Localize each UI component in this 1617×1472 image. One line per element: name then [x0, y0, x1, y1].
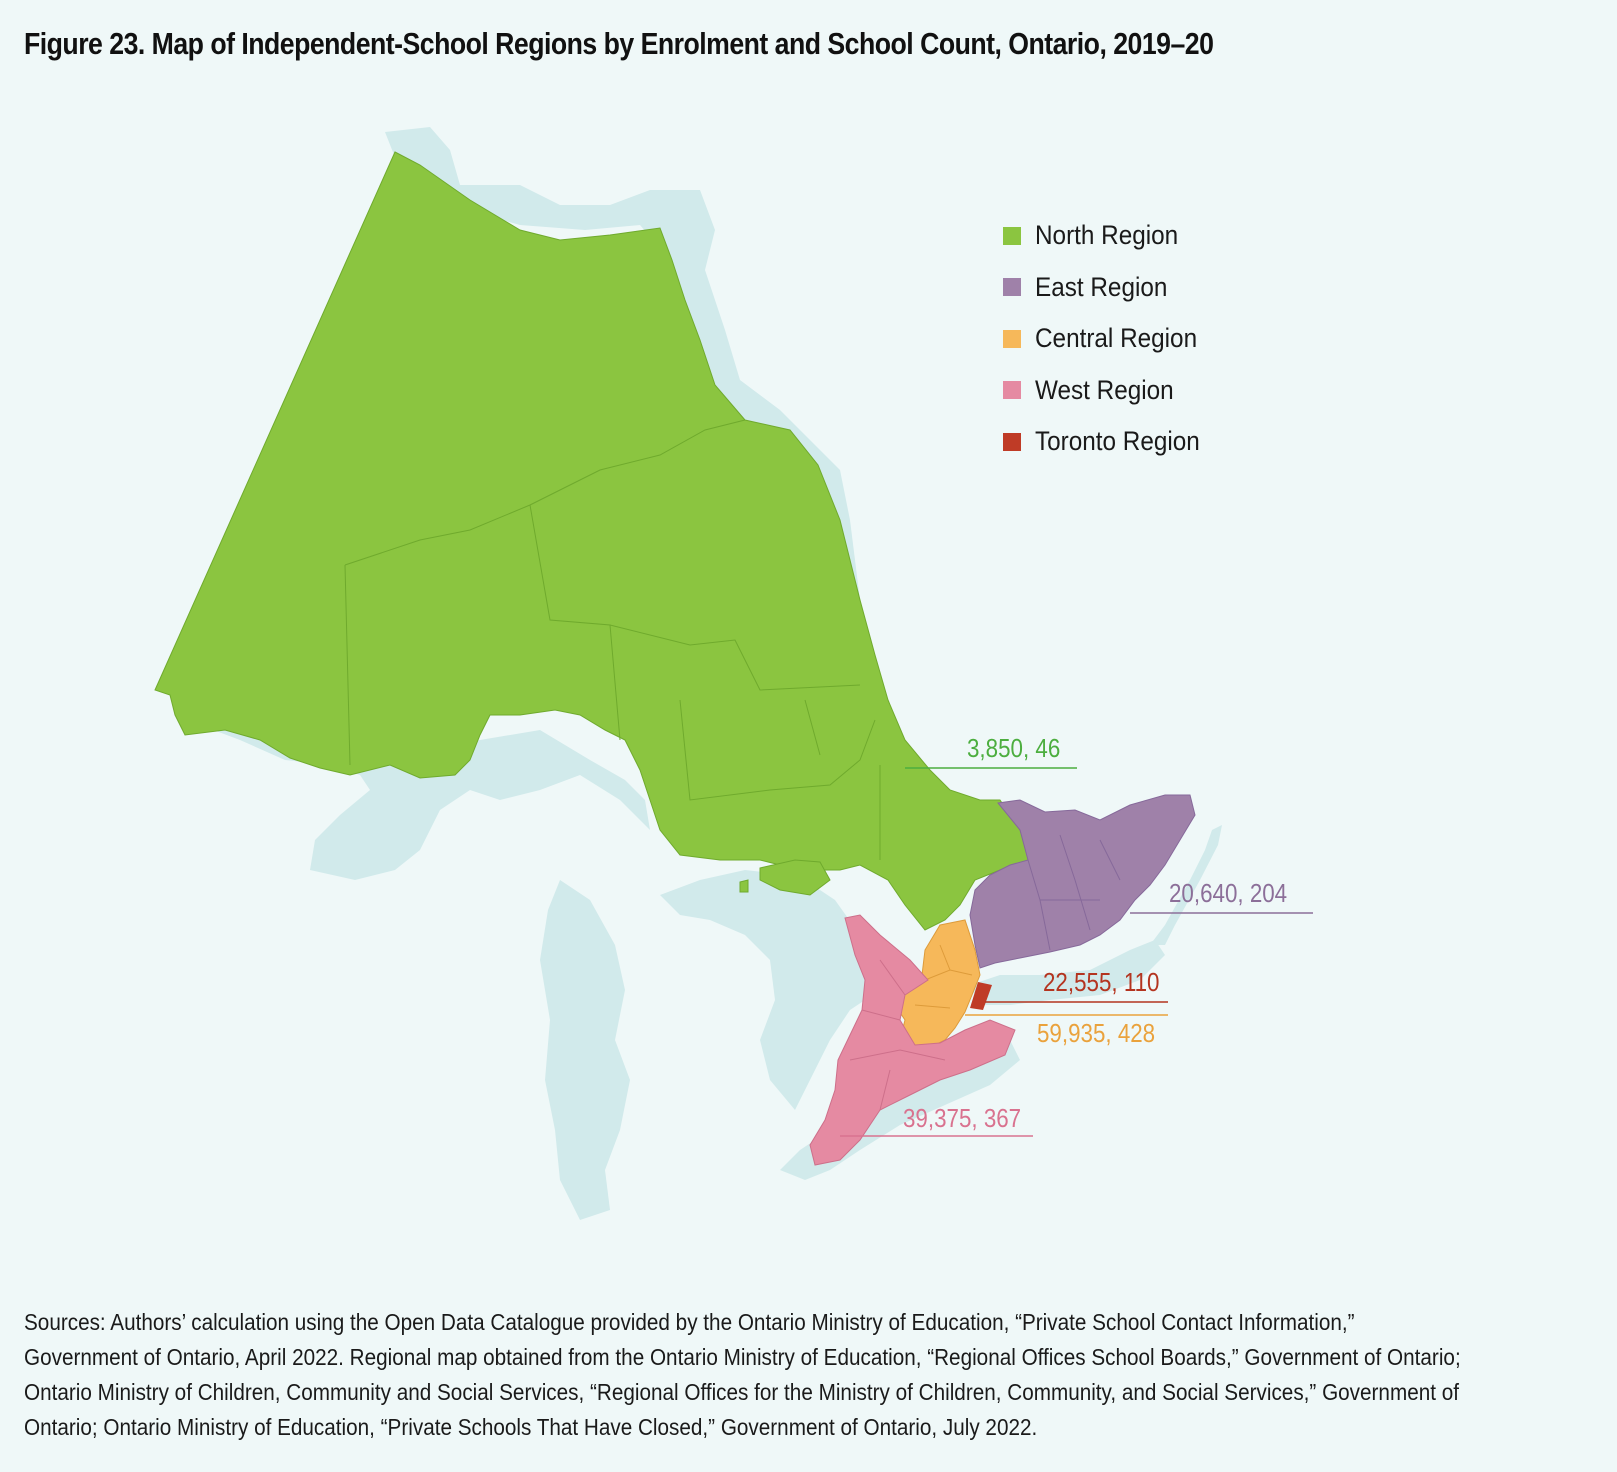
legend-swatch-north	[1003, 226, 1021, 245]
sources-line: Ontario Ministry of Children, Community …	[24, 1379, 1459, 1405]
legend-item-east: East Region	[1003, 262, 1218, 314]
toronto-region	[970, 982, 992, 1010]
north-region	[154, 151, 1031, 931]
leader-lines	[840, 767, 1313, 1137]
west-region-shape	[809, 914, 1016, 1166]
sources-line: Sources: Authors’ calculation using the …	[24, 1309, 1355, 1335]
sources-line: Ontario; Ontario Ministry of Education, …	[24, 1414, 1038, 1440]
east-region-shape	[969, 794, 1196, 969]
legend-swatch-east	[1003, 278, 1021, 297]
lake-ontario	[970, 940, 1165, 1005]
map-legend: North Region East Region Central Region …	[1003, 210, 1218, 468]
legend-swatch-central	[1003, 329, 1021, 348]
legend-label-toronto: Toronto Region	[1035, 426, 1200, 457]
legend-item-toronto: Toronto Region	[1003, 416, 1218, 468]
east-district-borders	[1027, 834, 1121, 951]
central-region-stat-label: 59,935, 428	[1037, 1018, 1156, 1048]
legend-label-central: Central Region	[1035, 323, 1198, 354]
legend-label-west: West Region	[1035, 374, 1174, 405]
figure-title: Figure 23. Map of Independent-School Reg…	[24, 26, 1214, 61]
st-lawrence	[1150, 825, 1222, 945]
legend-item-west: West Region	[1003, 365, 1218, 417]
east-region-stat-label: 20,640, 204	[1169, 878, 1288, 908]
legend-swatch-west	[1003, 381, 1021, 400]
legend-label-north: North Region	[1035, 220, 1179, 251]
north-region-shape	[154, 151, 1031, 931]
sources-note: Sources: Authors’ calculation using the …	[24, 1305, 1572, 1445]
west-district-borders	[849, 959, 946, 1111]
west-region	[809, 914, 1016, 1166]
sources-line: Government of Ontario, April 2022. Regio…	[24, 1344, 1461, 1370]
north-district-borders	[344, 419, 881, 860]
central-district-borders	[914, 944, 973, 1009]
east-region	[969, 794, 1196, 969]
lake-huron	[660, 870, 880, 1110]
legend-item-central: Central Region	[1003, 313, 1218, 365]
legend-label-east: East Region	[1035, 271, 1168, 302]
north-region-island	[759, 859, 831, 896]
legend-swatch-toronto	[1003, 432, 1021, 451]
north-region-islet	[739, 879, 749, 893]
west-region-stat-label: 39,375, 367	[903, 1103, 1022, 1133]
toronto-region-stat-label: 22,555, 110	[1043, 967, 1160, 997]
north-region-stat-label: 3,850, 46	[967, 733, 1061, 763]
legend-item-north: North Region	[1003, 210, 1218, 262]
lake-michigan	[540, 880, 630, 1220]
